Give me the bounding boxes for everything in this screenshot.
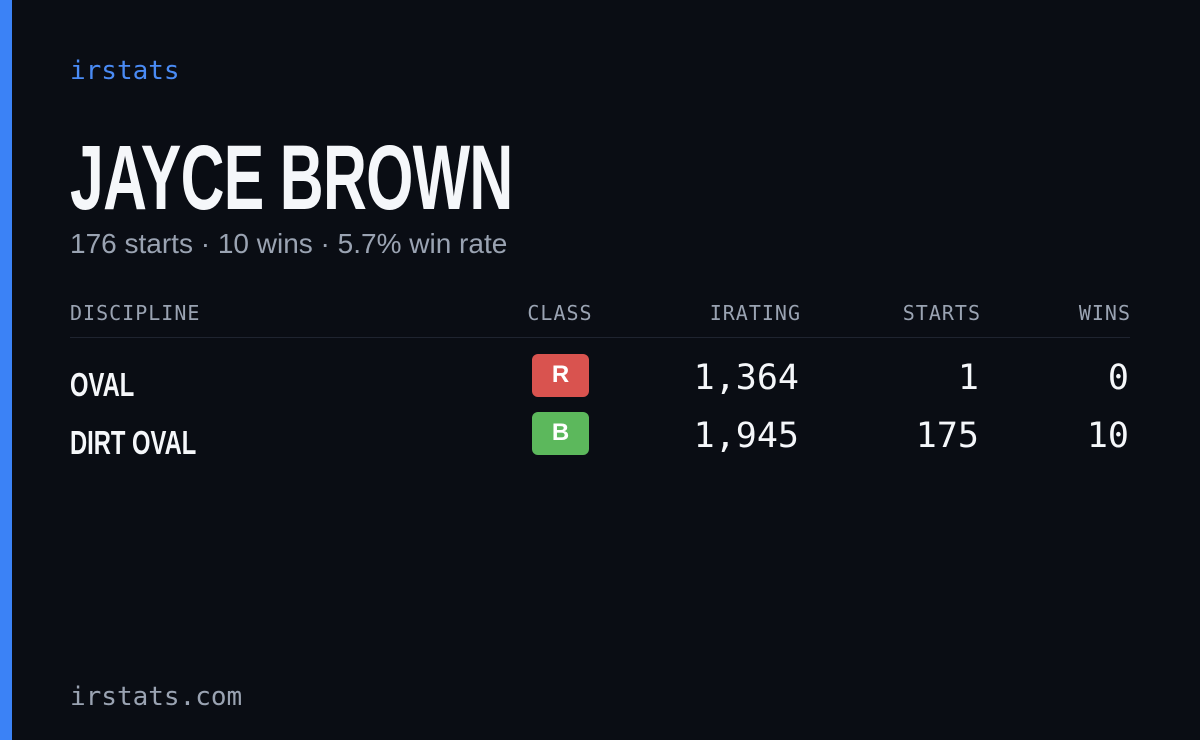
header-wins: WINS bbox=[1078, 301, 1131, 325]
header-class: CLASS bbox=[527, 301, 593, 325]
wins: 10 bbox=[1086, 416, 1129, 456]
class-badge: B bbox=[532, 412, 589, 455]
starts: 1 bbox=[957, 358, 979, 398]
driver-name: JAYCE BROWN bbox=[70, 127, 513, 229]
accent-bar bbox=[0, 0, 12, 740]
header-rule bbox=[70, 337, 1130, 338]
header-discipline: DISCIPLINE bbox=[70, 301, 201, 325]
discipline: DIRT OVAL bbox=[70, 424, 197, 461]
irating: 1,945 bbox=[693, 416, 799, 456]
brand: irstats bbox=[70, 56, 180, 86]
starts: 175 bbox=[915, 416, 979, 456]
class-badge: R bbox=[532, 354, 589, 397]
wins: 0 bbox=[1107, 358, 1129, 398]
summary: 176 starts · 10 wins · 5.7% win rate bbox=[70, 228, 508, 259]
irating: 1,364 bbox=[693, 358, 799, 398]
header-irating: IRATING bbox=[709, 301, 801, 325]
footer-url: irstats.com bbox=[70, 682, 243, 712]
discipline: OVAL bbox=[70, 366, 135, 403]
header-starts: STARTS bbox=[902, 301, 981, 325]
